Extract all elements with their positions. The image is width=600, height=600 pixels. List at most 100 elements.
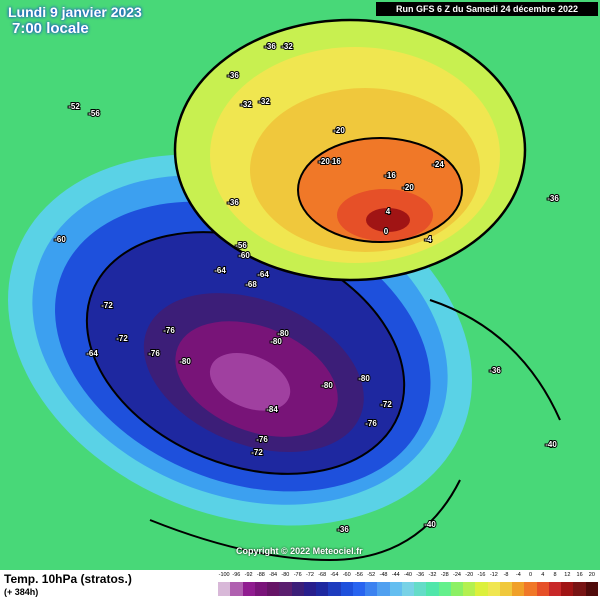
legend-label: -28 — [440, 572, 449, 578]
contour-label: -20 — [333, 126, 345, 135]
legend-swatch — [487, 582, 500, 596]
legend-swatch — [291, 582, 304, 596]
contour-label: -76 — [365, 419, 377, 428]
contour-label: -36 — [547, 194, 559, 203]
legend-label: -8 — [503, 572, 509, 578]
legend-swatch — [499, 582, 513, 596]
run-info: Run GFS 6 Z du Samedi 24 décembre 2022 — [376, 2, 598, 16]
legend-label: -48 — [379, 572, 388, 578]
contour-label: 0 — [384, 227, 389, 236]
contour-label: -72 — [116, 334, 128, 343]
valid-date: Lundi 9 janvier 2023 — [8, 4, 142, 20]
contour-label: -52 — [68, 102, 80, 111]
legend-swatch — [463, 582, 476, 596]
contour-label: -60 — [238, 251, 250, 260]
legend-swatch — [414, 582, 427, 596]
contour-label: -64 — [257, 270, 269, 279]
contour-label: -56 — [235, 241, 247, 250]
contour-label: -40 — [424, 520, 436, 529]
legend-label: -100 — [218, 572, 230, 578]
legend-swatch — [585, 582, 598, 596]
contour-label: -64 — [86, 349, 98, 358]
legend-swatch — [230, 582, 243, 596]
legend-swatch — [524, 582, 537, 596]
legend-label: -72 — [305, 572, 314, 578]
contour-label: -36 — [264, 42, 276, 51]
contour-label: -80 — [358, 374, 370, 383]
legend-label: -16 — [477, 572, 486, 578]
legend-swatch — [316, 582, 329, 596]
legend-swatch — [401, 582, 415, 596]
legend-swatch — [389, 582, 402, 596]
contour-label: 4 — [386, 207, 391, 216]
legend-swatch — [303, 582, 317, 596]
legend-label: -64 — [330, 572, 339, 578]
warm-anomaly — [173, 18, 527, 282]
legend-label: -96 — [232, 572, 241, 578]
contour-label: -16 — [329, 157, 341, 166]
footer-lead: (+ 384h) — [4, 587, 39, 597]
legend-label: -36 — [416, 572, 425, 578]
contour-label: -20 — [402, 183, 414, 192]
legend-swatch — [438, 582, 451, 596]
contour-label: -60 — [54, 235, 66, 244]
contour-label: -36 — [227, 71, 239, 80]
legend-label: -24 — [453, 572, 461, 578]
legend-swatch — [328, 582, 341, 596]
contour-label: -56 — [88, 109, 100, 118]
legend-label: -68 — [318, 572, 327, 578]
contour-label: -4 — [424, 235, 432, 244]
legend-swatch — [512, 582, 525, 596]
legend-swatch — [242, 582, 255, 596]
legend-swatch — [365, 582, 378, 596]
legend-label: -80 — [281, 572, 290, 578]
legend-label: 12 — [564, 572, 571, 578]
legend-label: -76 — [293, 572, 302, 578]
legend-label: -20 — [465, 572, 474, 578]
contour-label: -72 — [251, 448, 263, 457]
contour-label: -72 — [380, 400, 392, 409]
legend-label: -60 — [342, 572, 351, 578]
legend-label: -32 — [428, 572, 437, 578]
legend-label: -12 — [489, 572, 498, 578]
contour-label: -32 — [258, 97, 270, 106]
legend-label: 16 — [576, 572, 583, 578]
legend-swatch — [573, 582, 586, 596]
colorbar: -100 -96 -92 -88 -84 -80 -76 -72 -68 -64 -60 -56 -52… — [218, 572, 598, 598]
legend-swatch — [340, 582, 353, 596]
copyright: Copyright © 2022 Meteociel.fr — [236, 546, 363, 556]
legend-swatch — [267, 582, 280, 596]
contour-label: -32 — [281, 42, 293, 51]
contour-label: -84 — [266, 405, 278, 414]
legend-swatch — [536, 582, 549, 596]
contour-label: -76 — [163, 326, 175, 335]
footer-title: Temp. 10hPa (stratos.) — [4, 572, 132, 586]
contour-label: -16 — [384, 171, 396, 180]
legend-label: 20 — [588, 572, 595, 578]
legend-swatch — [548, 582, 562, 596]
contour-label: -40 — [545, 440, 557, 449]
legend-swatch — [254, 582, 268, 596]
contour-label: -68 — [245, 280, 257, 289]
legend-swatch — [561, 582, 574, 596]
legend-label: -84 — [269, 572, 278, 578]
contour-label: -64 — [214, 266, 226, 275]
legend-swatch — [218, 582, 231, 596]
contour-label: -76 — [256, 435, 268, 444]
legend-label: -88 — [256, 572, 265, 578]
legend-label: -4 — [515, 572, 521, 578]
contour-label: -24 — [432, 160, 444, 169]
legend-swatch — [426, 582, 439, 596]
legend-label: 0 — [529, 572, 533, 578]
legend-label: -44 — [391, 572, 400, 578]
contour-label: -72 — [101, 301, 113, 310]
legend-label: -92 — [244, 572, 253, 578]
legend-swatch — [377, 582, 390, 596]
contour-label: -80 — [277, 329, 289, 338]
legend-swatch — [450, 582, 464, 596]
contour-label: -20 — [318, 157, 330, 166]
valid-time: 7:00 locale — [12, 20, 89, 37]
contour-label: -80 — [270, 337, 282, 346]
contour-label: -80 — [321, 381, 333, 390]
